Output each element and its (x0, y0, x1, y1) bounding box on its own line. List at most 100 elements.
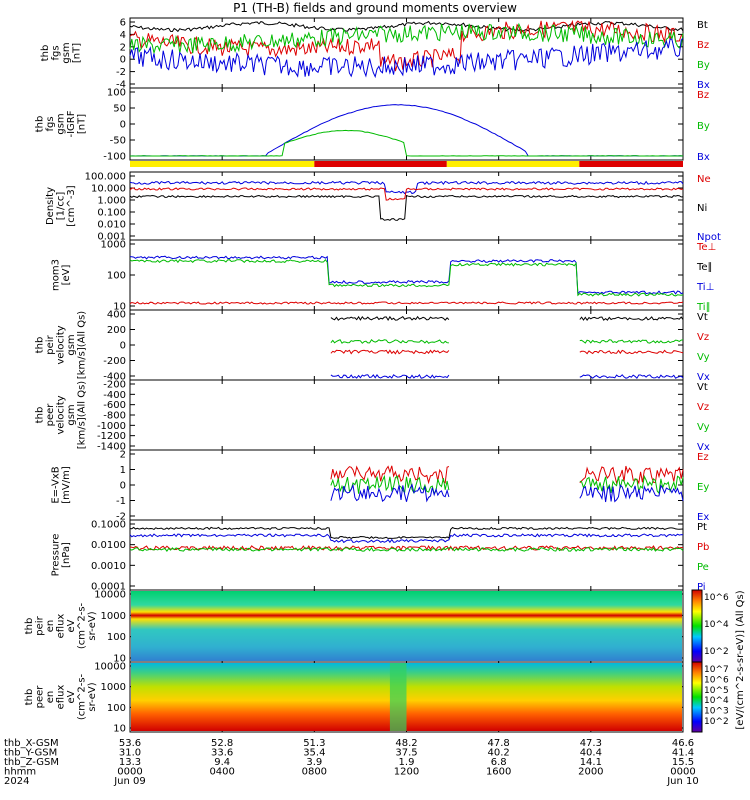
legend-fgs-Bx: Bx (697, 80, 710, 91)
legend-fgs-Bz: Bz (697, 40, 709, 51)
ytick-label-peir_vel: 200 (107, 325, 126, 336)
region-bar-red (579, 161, 683, 167)
colorbar-0 (691, 589, 703, 663)
series-Ti-par (129, 259, 684, 297)
footer-value: 0000 (117, 767, 142, 778)
ytick-label-pressure: 0.0010 (91, 561, 126, 572)
ytick-label-peer_vel: -400 (103, 390, 126, 401)
colorbar-tick: 10^6 (704, 675, 729, 685)
ytick-label-peer_vel: -1000 (97, 421, 126, 432)
footer-value: 9.4 (214, 757, 230, 768)
legend-fgs_igrf-Bz: Bz (697, 90, 709, 101)
ytick-label-pressure: 0.0100 (91, 540, 126, 551)
ylabel-line: gsm (56, 113, 67, 134)
ylabel-line: thb (35, 337, 46, 354)
ylabel-density: Density [1/cc] [cm^-3] (45, 185, 77, 226)
ytick-label-peir_vel: 400 (107, 310, 126, 321)
ylabel-line: gsm (61, 42, 72, 63)
footer-label: thb_X-GSM (4, 738, 59, 749)
footer-value: 2000 (578, 767, 603, 778)
ytick-label-fgs_igrf: 0 (120, 120, 126, 131)
ytick-label-peer_vel: -600 (103, 400, 126, 411)
ytick-label-peer_spec: 100 (107, 703, 126, 714)
colorbar-tick: 10^2 (704, 717, 729, 727)
footer-value: 52.8 (211, 738, 233, 749)
legend-peir_vel-Vx: Vx (697, 372, 710, 383)
ytick-label-density: 1.000 (97, 196, 126, 207)
series-Ered (330, 465, 684, 485)
panel-frame-pressure (129, 519, 684, 591)
ylabel-peer_vel: thb peer velocity gsm [km/s](All Qs) (35, 381, 88, 449)
ylabel-line: en (45, 691, 56, 704)
series-By-igrf (130, 129, 684, 157)
footer-value: 40.2 (488, 748, 510, 759)
footer-value: 53.6 (119, 738, 141, 749)
series-peir-vgreen (330, 339, 684, 344)
footer-value: 15.5 (672, 757, 694, 768)
ytick-label-peer_vel: -1200 (97, 431, 126, 442)
ylabel-line: [nT] (71, 43, 82, 63)
ylabel-peer_spec: thb peer en eflux eV (cm^2-s-sr-eV) (24, 673, 98, 720)
footer-value: 14.1 (580, 757, 602, 768)
ylabel-peir_spec: thb peir en eflux eV (cm^2-s-sr-eV) (24, 602, 98, 649)
ylabel-line: thb (35, 407, 46, 424)
peer-gap (389, 663, 407, 731)
ylabel-line: fgs (45, 116, 56, 131)
series-Egreen (330, 474, 684, 495)
ytick-label-peer_vel: -200 (103, 380, 126, 391)
ylabel-line: [km/s](All Qs) (77, 311, 88, 379)
colorbar-tick: 10^3 (704, 707, 729, 717)
ylabel-line: peir (35, 615, 46, 635)
legend-pressure-Pe: Pe (697, 562, 709, 573)
ytick-label-pressure: 0.0001 (91, 582, 126, 593)
ytick-label-fgs_igrf: -100 (103, 152, 126, 163)
legend-density-Npot: Npot (697, 232, 721, 243)
ytick-label-fgs: 2 (120, 42, 126, 53)
ylabel-line: [eV] (61, 265, 72, 286)
ytick-label-temp: 100 (107, 271, 126, 282)
ylabel-line: thb (40, 45, 51, 62)
ylabel-line: sr-eV) (87, 682, 98, 711)
colorbar-tick: 10^2 (704, 647, 729, 657)
ytick-label-density: 0.001 (97, 232, 126, 243)
legend-peer_vel-Vy: Vy (697, 422, 710, 433)
ylabel-line: [mV/m] (61, 466, 72, 504)
footer-value: 48.2 (395, 738, 417, 749)
series-Ti-perp (129, 255, 684, 295)
ylabel-line: velocity (56, 325, 67, 364)
footer-label: thb_Z-GSM (4, 757, 59, 768)
series-Bz (129, 19, 684, 72)
series-Npot (129, 180, 684, 195)
ytick-label-peir_spec: 1000 (101, 611, 126, 622)
legend-temp-Te∥: Te∥ (696, 262, 713, 273)
colorbar-label-text: [eV/(cm^2-s-sr-eV)] (All Qs) (735, 590, 746, 729)
legend-peer_vel-Vz: Vz (697, 402, 709, 413)
region-bar-yellow (446, 161, 580, 167)
legend-fgs_igrf-By: By (697, 121, 710, 132)
ytick-label-efield: -2 (116, 512, 126, 523)
ylabel-line: Density (45, 187, 56, 225)
ylabel-line: en (45, 620, 56, 633)
ylabel-peir_vel: thb peir velocity gsm [km/s](All Qs) (35, 311, 88, 379)
footer-value: 46.6 (672, 738, 694, 749)
series-Pe (129, 546, 684, 552)
series-Pi (129, 533, 684, 544)
series-peir-vblack (330, 315, 684, 321)
footer-value: Jun 10 (666, 776, 699, 787)
ytick-label-fgs_igrf: 100 (107, 88, 126, 99)
series-Ne (129, 187, 684, 201)
footer-label: 2024 (4, 776, 29, 787)
ylabel-line: eV (66, 690, 77, 703)
region-bar-yellow (130, 161, 315, 167)
legend-efield-Ez: Ez (697, 452, 709, 463)
ylabel-line: fgs (50, 45, 61, 60)
ylabel-line: [1/cc] (56, 192, 67, 221)
ylabel-pressure: Pressure [nPa] (50, 534, 72, 577)
legend-fgs-By: By (697, 60, 710, 71)
ylabel-line: [nPa] (61, 542, 72, 568)
footer-value: Jun 09 (113, 776, 146, 787)
legend-fgs-Bt: Bt (697, 20, 708, 31)
legend-temp-Te⊥: Te⊥ (696, 242, 716, 253)
series-Ni (129, 194, 683, 221)
footer-value: 41.4 (672, 748, 694, 759)
